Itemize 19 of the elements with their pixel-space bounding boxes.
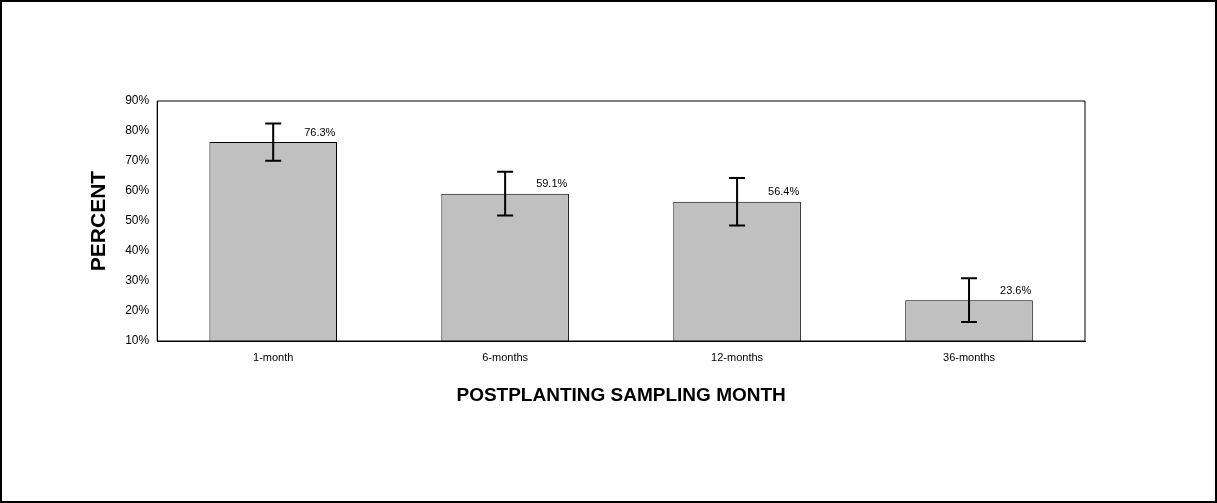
x-axis-title: POSTPLANTING SAMPLING MONTH: [456, 383, 786, 405]
data-label: 56.4%: [768, 185, 800, 198]
y-tick-label: 50%: [125, 213, 150, 228]
y-tick-label: 10%: [125, 333, 150, 348]
x-tick-label: 6-months: [482, 350, 529, 363]
y-tick-label: 40%: [125, 243, 150, 258]
x-tick-label: 1-month: [253, 350, 294, 363]
y-tick-label: 90%: [125, 93, 150, 108]
y-tick-label: 80%: [125, 123, 150, 138]
y-tick-label: 20%: [125, 303, 150, 318]
data-label: 23.6%: [1000, 283, 1032, 296]
y-tick-label: 30%: [125, 273, 150, 288]
x-tick-label: 12-months: [711, 350, 764, 363]
x-tick-label: 36-months: [943, 350, 996, 363]
y-tick-label: 60%: [125, 183, 150, 198]
y-axis-title: PERCENT: [86, 170, 110, 272]
y-tick-label: 70%: [125, 153, 150, 168]
data-label: 59.1%: [536, 177, 568, 190]
data-label: 76.3%: [304, 125, 336, 138]
